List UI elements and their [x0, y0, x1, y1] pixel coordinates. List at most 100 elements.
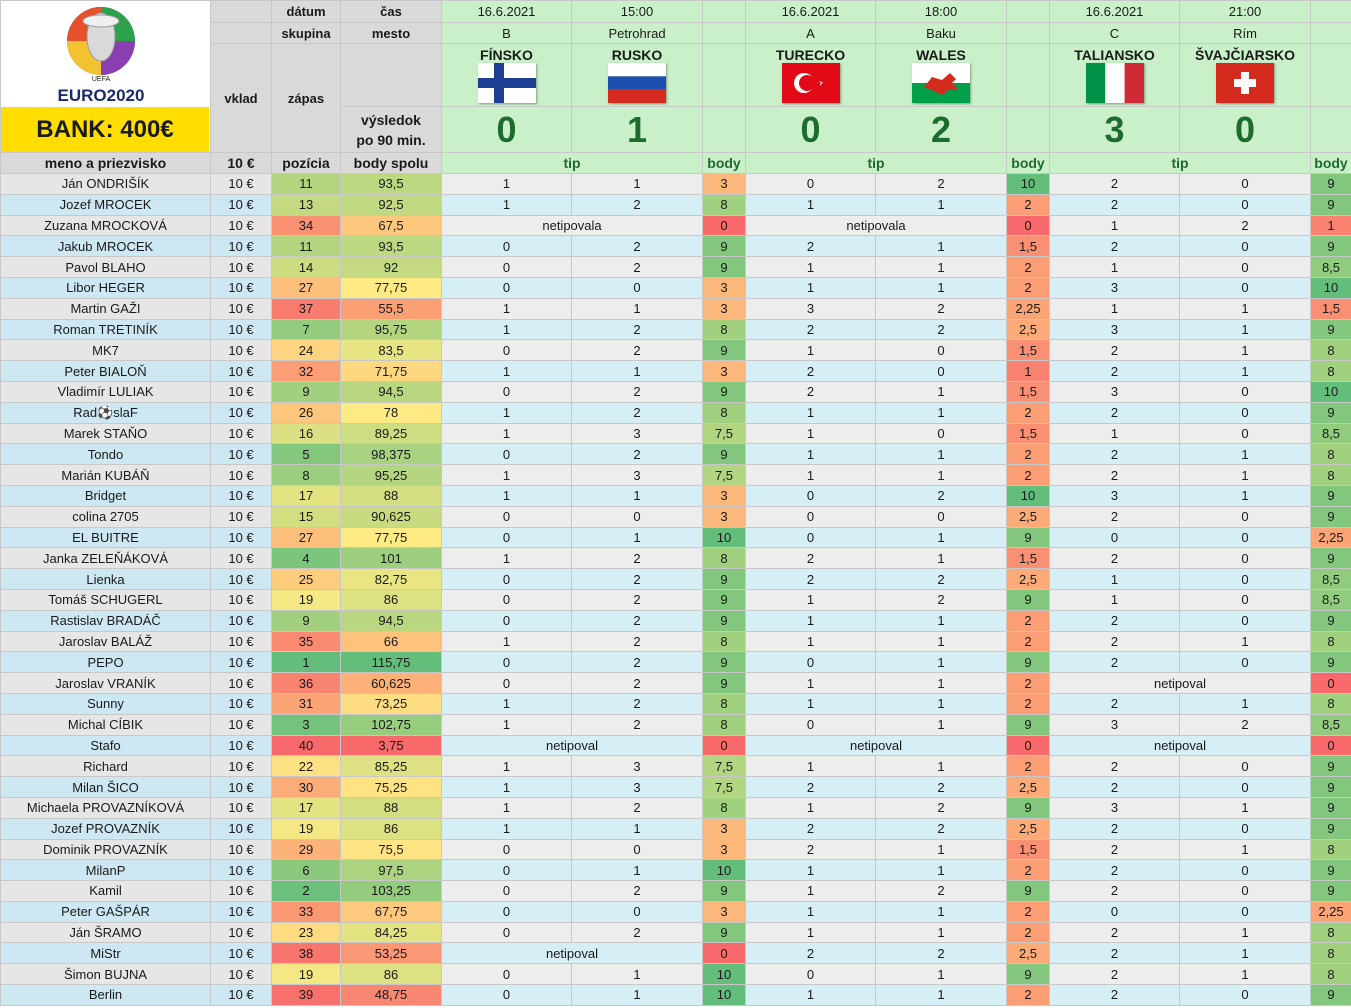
tip-home: 2	[745, 838, 876, 861]
player-name: PEPO	[0, 651, 211, 674]
tip-home: 0	[441, 568, 572, 590]
tip-home: 2	[1049, 443, 1180, 466]
match-points: 8	[702, 193, 746, 216]
match-points: 8	[1310, 838, 1351, 861]
tip-away: 0	[1179, 776, 1311, 798]
match3-time: 21:00	[1179, 0, 1311, 23]
match-points: 1,5	[1006, 380, 1050, 403]
match-points: 9	[702, 380, 746, 403]
player-total: 78	[340, 401, 442, 424]
match-points: 2,25	[1006, 297, 1050, 320]
player-name: Jaroslav BALÁŽ	[0, 630, 211, 653]
match1-away-team: RUSKO	[571, 43, 703, 107]
match-points: 1,5	[1006, 339, 1050, 362]
tip-away: 2	[1179, 214, 1311, 237]
tip-home: 2	[1049, 173, 1180, 195]
match-points: 3	[702, 484, 746, 507]
match-points: 9	[1310, 193, 1351, 216]
match2-away-team: WALES	[875, 43, 1007, 107]
table-row: Zuzana MROCKOVÁ 10 €34 67,5 netipovala 0 neti…	[0, 214, 1351, 237]
tip-home: 0	[745, 713, 876, 736]
tip-home: 0	[441, 609, 572, 632]
match1-time: 15:00	[571, 0, 703, 23]
player-total: 48,75	[340, 984, 442, 1006]
player-stake: 10 €	[210, 235, 272, 258]
player-position: 19	[271, 963, 341, 986]
player-name: Roman TRETINÍK	[0, 318, 211, 341]
player-name: Jaroslav VRANÍK	[0, 672, 211, 694]
label-zapas: zápas	[271, 43, 341, 153]
player-position: 37	[271, 297, 341, 320]
tip-away: 0	[875, 422, 1007, 445]
tip-home: 1	[745, 672, 876, 694]
player-stake: 10 €	[210, 256, 272, 278]
player-total: 102,75	[340, 713, 442, 736]
player-position: 30	[271, 776, 341, 798]
player-name: Sunny	[0, 692, 211, 715]
tip-home: 1	[745, 755, 876, 778]
tip-home: 0	[441, 276, 572, 299]
tip-away: 2	[875, 318, 1007, 341]
player-stake: 10 €	[210, 817, 272, 840]
tip-home: 1	[745, 401, 876, 424]
tip-home: 2	[1049, 817, 1180, 840]
player-position: 9	[271, 609, 341, 632]
tip-away: 2	[571, 672, 703, 694]
player-stake: 10 €	[210, 401, 272, 424]
tip-away: 0	[1179, 401, 1311, 424]
table-row: Šimon BUJNA 10 €19 86 0 1 10 0 1 9 2 1 8	[0, 963, 1351, 986]
tip-home: 2	[1049, 921, 1180, 944]
label-pozicia: pozícia	[271, 152, 341, 174]
table-row: Pavol BLAHO 10 €14 92 0 2 9 1 1 2 1 0 8,5	[0, 256, 1351, 278]
tip-home: 1	[745, 588, 876, 611]
tip-away: 1	[875, 984, 1007, 1006]
tip-home: 0	[441, 838, 572, 861]
player-position: 17	[271, 796, 341, 819]
table-row: Rad⚽slaF 10 €26 78 1 2 8 1 1 2 2 0 9	[0, 401, 1351, 424]
player-name: Janka ZELEŇÁKOVÁ	[0, 547, 211, 570]
tip-home: 1	[745, 609, 876, 632]
tip-none: netipoval	[441, 942, 703, 965]
match-points: 2	[1006, 672, 1050, 694]
tip-home: 3	[1049, 318, 1180, 341]
tip-home: 0	[441, 859, 572, 882]
match-points: 9	[702, 568, 746, 590]
player-stake: 10 €	[210, 276, 272, 299]
tip-home: 1	[441, 776, 572, 798]
label-mesto: mesto	[340, 22, 442, 44]
tip-home: 0	[441, 505, 572, 528]
table-row: Libor HEGER 10 €27 77,75 0 0 3 1 1 2 3 0 10	[0, 276, 1351, 299]
tip-away: 1	[571, 526, 703, 549]
player-name: Ján ONDRIŠÍK	[0, 173, 211, 195]
player-position: 29	[271, 838, 341, 861]
tip-away: 0	[1179, 276, 1311, 299]
player-total: 55,5	[340, 297, 442, 320]
tip-home: 2	[1049, 859, 1180, 882]
player-stake: 10 €	[210, 297, 272, 320]
match-points: 8	[702, 630, 746, 653]
player-name: Peter GAŠPÁR	[0, 900, 211, 923]
tip-away: 2	[571, 443, 703, 466]
match-points: 2	[1006, 630, 1050, 653]
tip-home: 0	[441, 963, 572, 986]
table-row: Dominik PROVAZNÍK 10 €29 75,5 0 0 3 2 1 1,5 2 1 8	[0, 838, 1351, 861]
match-points: 1,5	[1310, 297, 1351, 320]
match-points: 9	[702, 921, 746, 944]
player-position: 22	[271, 755, 341, 778]
player-position: 23	[271, 921, 341, 944]
tip-away: 1	[1179, 339, 1311, 362]
tip-away: 0	[571, 505, 703, 528]
tip-away: 3	[571, 464, 703, 486]
player-position: 11	[271, 173, 341, 195]
tip-none: netipoval	[1049, 734, 1311, 757]
tip-home: 0	[745, 963, 876, 986]
table-row: Berlin 10 €39 48,75 0 1 10 1 1 2 2 0 9	[0, 984, 1351, 1006]
player-total: 82,75	[340, 568, 442, 590]
match-points: 3	[702, 297, 746, 320]
tip-home: 1	[441, 817, 572, 840]
match2-date: 16.6.2021	[745, 0, 876, 23]
tip-home: 3	[745, 297, 876, 320]
match-points: 2,5	[1006, 776, 1050, 798]
match-points: 3	[702, 276, 746, 299]
tip-home: 1	[1049, 422, 1180, 445]
